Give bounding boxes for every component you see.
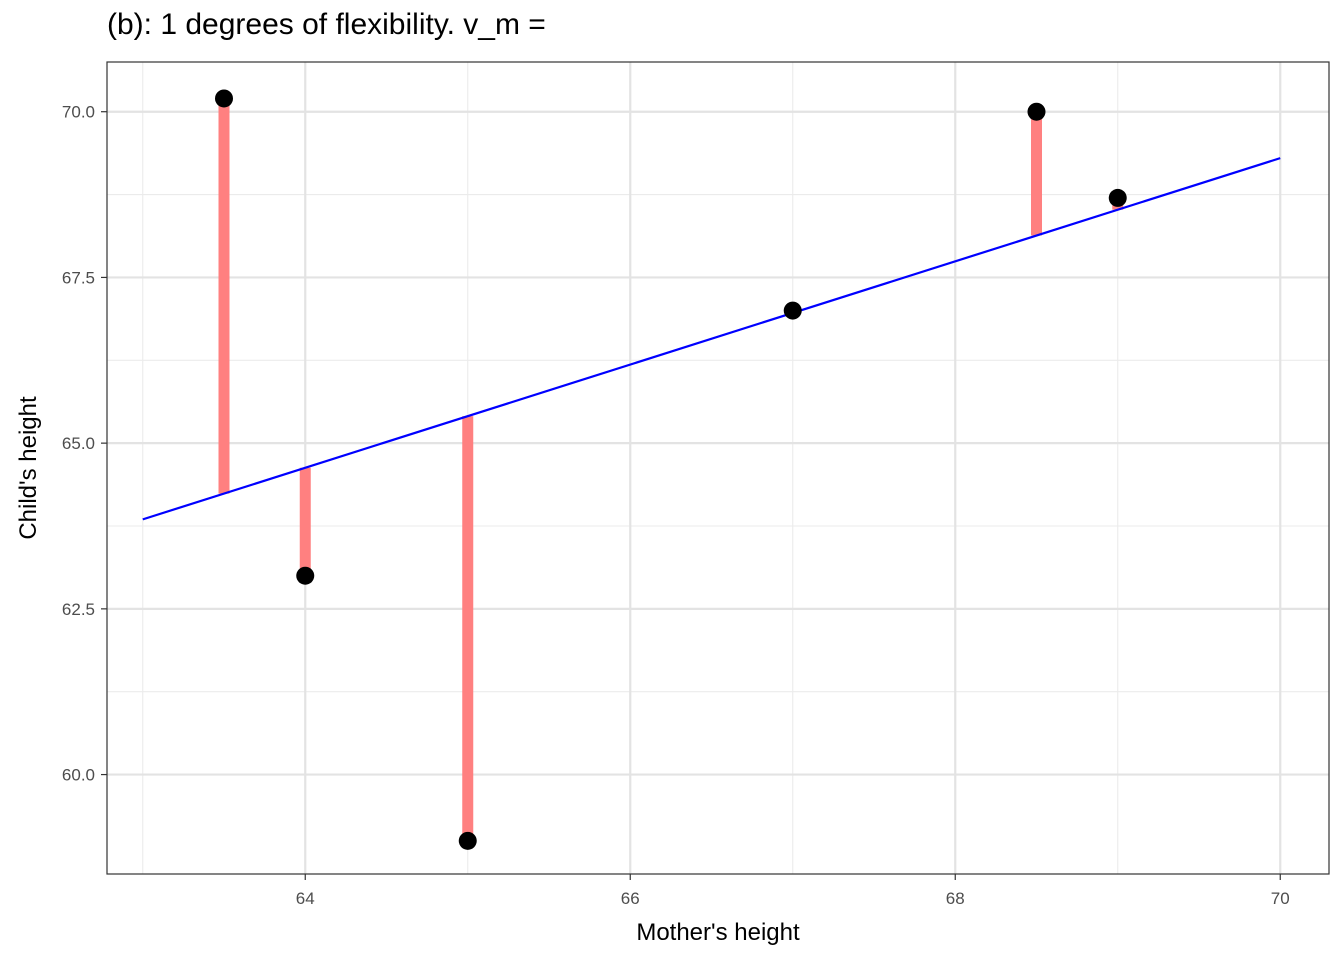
- data-point: [1108, 188, 1127, 207]
- data-points: [215, 89, 1127, 850]
- data-point: [458, 831, 477, 850]
- data-point: [783, 301, 802, 320]
- x-tick-label: 68: [946, 889, 965, 908]
- y-axis-ticks: 60.0 62.5 65.0 67.5 70.0: [62, 103, 107, 785]
- y-tick-label: 70.0: [62, 103, 95, 122]
- y-tick-label: 67.5: [62, 268, 95, 287]
- x-axis-title: Mother's height: [636, 919, 800, 946]
- y-tick-label: 60.0: [62, 766, 95, 785]
- fit-line: [142, 157, 1281, 521]
- panel-border: [106, 61, 1330, 875]
- data-point: [296, 566, 315, 585]
- x-tick-label: 70: [1271, 889, 1290, 908]
- data-point: [1027, 102, 1046, 121]
- y-axis-title: Child's height: [15, 396, 42, 540]
- x-tick-label: 66: [621, 889, 640, 908]
- data-point: [215, 89, 233, 108]
- x-axis-ticks: 64 66 68 70: [296, 874, 1290, 908]
- grid-lines: [107, 62, 1329, 874]
- x-tick-label: 64: [296, 889, 315, 908]
- chart-title: (b): 1 degrees of flexibility. v_m =: [107, 8, 546, 41]
- residual-segments: [218, 98, 1124, 841]
- y-tick-label: 62.5: [62, 600, 95, 619]
- y-tick-label: 65.0: [62, 434, 95, 453]
